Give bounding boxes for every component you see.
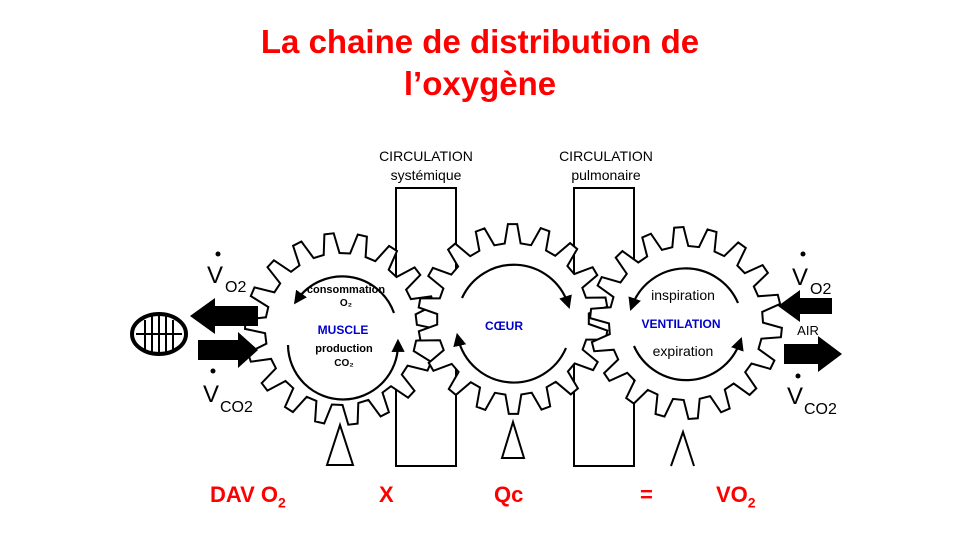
equation-term-qc: Qc (494, 482, 524, 507)
pulmonary-label-1: CIRCULATION (559, 148, 653, 164)
muscle-indicator-wedge (325, 421, 355, 466)
systemic-label-1: CIRCULATION (379, 148, 473, 164)
right-vco2-sub: CO2 (804, 401, 837, 418)
muscle-gear-name: MUSCLE (318, 323, 369, 337)
systemic-label-2: systémique (391, 167, 462, 183)
muscle-consumption-label: consommation (307, 284, 386, 296)
lung-indicator-wedge (670, 428, 695, 467)
heart-upper-rotation-arrow (461, 263, 572, 310)
left-vo2-sub: O2 (225, 279, 246, 296)
right-vo2-dot (800, 251, 806, 257)
right-vco2-dot (795, 373, 801, 379)
equation-result-vo2: VO2 (716, 482, 756, 510)
left-vo2-dot (215, 251, 221, 257)
left-vo2-v: V (207, 262, 223, 289)
title-line-2: l’oxygène (403, 65, 557, 102)
lung-gear-name: VENTILATION (641, 317, 720, 331)
lung-gear (589, 225, 783, 421)
right-o2-flow-arrow (778, 290, 832, 322)
vo2-subscript: 2 (747, 494, 756, 511)
vo2-text: VO (716, 482, 748, 507)
dav-o2-subscript: 2 (278, 494, 286, 511)
pulmonary-label-2: pulmonaire (571, 167, 640, 183)
left-vco2-dot (210, 368, 216, 374)
muscle-gear (243, 232, 439, 426)
muscle-lower-rotation-arrow (286, 338, 405, 401)
left-vco2-sub: CO2 (220, 399, 253, 416)
right-vo2-v: V (792, 264, 808, 291)
heart-gear-name: CŒUR (485, 319, 523, 333)
title-line-1: La chaine de distribution de (260, 23, 700, 60)
muscle-upper-rotation-arrow (293, 275, 396, 314)
equation-term-dav-o2: DAV O2 (210, 482, 286, 510)
muscle-production-label: production (315, 343, 373, 355)
equation-times: X (379, 482, 394, 507)
heart-indicator-wedge (500, 418, 526, 459)
left-vco2-v: V (203, 381, 219, 408)
heart-gear (417, 223, 609, 415)
right-vco2-v: V (787, 383, 803, 410)
right-co2-flow-arrow (784, 336, 842, 372)
muscle-o2-label: O₂ (340, 298, 352, 309)
left-co2-flow-arrow (198, 332, 258, 368)
left-o2-flow-arrow (190, 298, 258, 334)
equation-equals: = (640, 482, 653, 507)
heart-lower-rotation-arrow (453, 332, 568, 384)
dav-o2-text: DAV O (210, 482, 279, 507)
right-vo2-sub: O2 (810, 281, 831, 298)
lung-expiration-label: expiration (653, 343, 714, 359)
air-label: AIR (797, 323, 819, 338)
lung-upper-rotation-arrow (628, 267, 740, 311)
lung-inspiration-label: inspiration (651, 287, 715, 303)
mitochondrion-icon (130, 312, 188, 356)
muscle-co2-label: CO₂ (334, 358, 353, 369)
lung-lower-rotation-arrow (632, 337, 744, 382)
